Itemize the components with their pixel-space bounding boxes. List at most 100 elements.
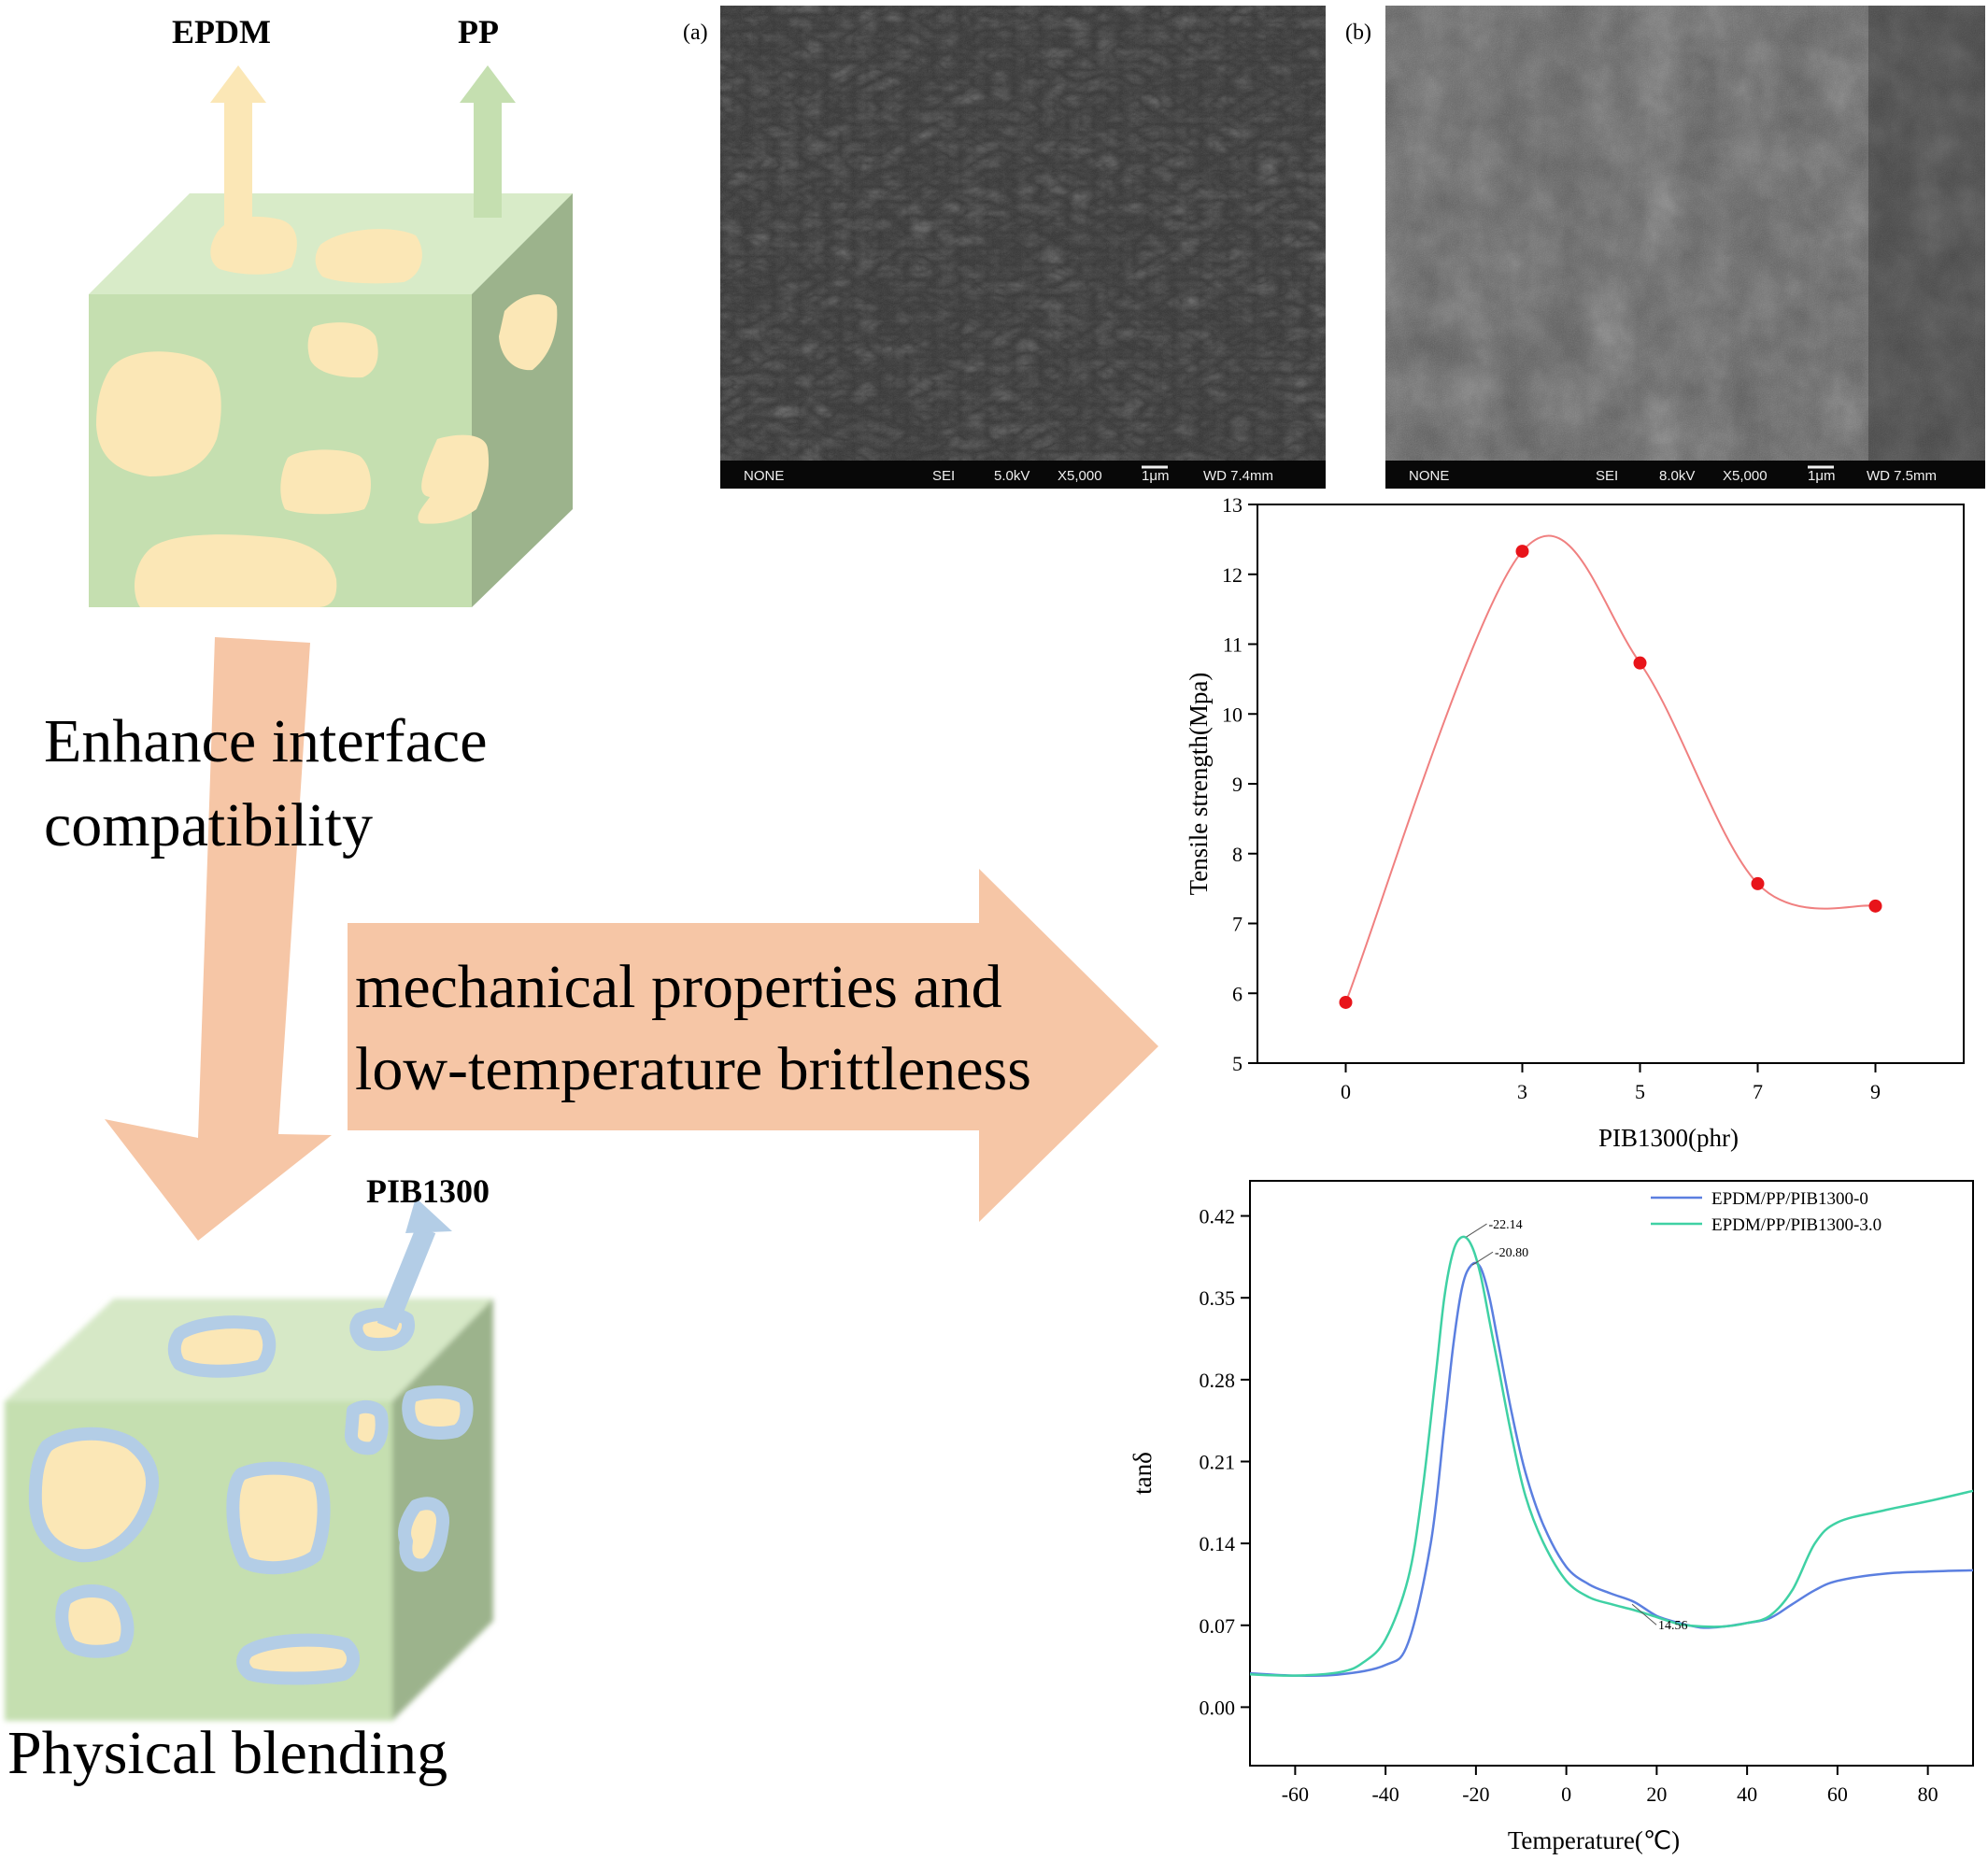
enhance-text-line1: Enhance interface	[44, 707, 488, 775]
x-tick-label: 5	[1635, 1080, 1645, 1103]
chart-frame	[1257, 504, 1965, 1064]
annotation-leader	[1466, 1223, 1487, 1238]
annotation-label: -20.80	[1495, 1246, 1528, 1260]
y-axis-label: Tensile strength(Mpa)	[1185, 673, 1213, 896]
pib-coated-particle	[345, 1399, 389, 1455]
x-tick-label: -40	[1371, 1782, 1399, 1806]
x-tick-label: 80	[1918, 1782, 1938, 1806]
sem-info-bar: NONE SEI 5.0kV X5,000 1μm WD 7.4mm	[720, 461, 1326, 489]
sem-scale: 1μm	[1808, 468, 1835, 484]
data-point	[1633, 656, 1647, 670]
sem-magnification: X5,000	[1723, 468, 1768, 484]
epdm-particle	[280, 449, 371, 515]
sem-detector: SEI	[932, 468, 955, 484]
annotation-leader	[1471, 1251, 1494, 1266]
pib-coated-particle	[398, 1497, 449, 1572]
pib-coated-particle	[167, 1315, 277, 1378]
annotation-leader	[1631, 1603, 1657, 1626]
y-tick-label: 7	[1232, 913, 1242, 936]
legend-label: EPDM/PP/PIB1300-3.0	[1711, 1215, 1882, 1235]
label-pib1300: PIB1300	[366, 1172, 490, 1210]
annotation-label: 14.56	[1658, 1619, 1688, 1633]
x-axis-label: Temperature(℃)	[1508, 1826, 1680, 1854]
x-tick-label: 40	[1737, 1782, 1757, 1806]
label-epdm: EPDM	[172, 13, 271, 50]
sem-panel-label: (a)	[683, 21, 708, 45]
pib-coated-particle	[236, 1633, 360, 1685]
epdm-particle	[499, 294, 558, 371]
epdm-particle	[418, 434, 490, 524]
tensile-curve	[1344, 534, 1876, 1003]
y-tick-label: 5	[1232, 1052, 1242, 1075]
y-tick-label: 0.35	[1200, 1286, 1236, 1310]
sem-panel-label: (b)	[1345, 21, 1371, 45]
y-tick-label: 0.42	[1200, 1205, 1236, 1228]
pib-pointer-arrow	[376, 1198, 452, 1331]
pp-pointer-arrow	[460, 65, 516, 218]
y-tick-label: 12	[1222, 563, 1242, 587]
sem-mode: NONE	[744, 468, 784, 484]
y-tick-label: 9	[1232, 773, 1242, 796]
x-tick-label: 3	[1517, 1080, 1527, 1103]
data-point	[1515, 545, 1529, 559]
x-tick-label: 0	[1561, 1782, 1571, 1806]
sem-image-b: (b) NONE SEI 8.0kV X5,000 1μm WD 7.5mm	[1345, 6, 1985, 489]
x-tick-label: -20	[1462, 1782, 1489, 1806]
x-tick-label: 9	[1870, 1080, 1881, 1103]
y-tick-label: 0.14	[1200, 1532, 1236, 1555]
pib-coated-particles	[28, 1307, 474, 1685]
epdm-particle	[307, 322, 378, 378]
sem-detector: SEI	[1596, 468, 1618, 484]
y-tick-label: 6	[1232, 982, 1242, 1005]
y-tick-label: 13	[1222, 493, 1242, 517]
sem-image-a: (a) NONE SEI 5.0kV X5,000 1μm WD 7.4mm	[683, 6, 1326, 489]
legend: EPDM/PP/PIB1300-0 EPDM/PP/PIB1300-3.0	[1651, 1189, 1882, 1235]
physical-blending-text: Physical blending	[7, 1719, 447, 1787]
tan-delta-chart: 0.00 0.07 0.14 0.21 0.28 0.35 0.42 -60 -40 -20 0 2…	[1129, 1180, 1974, 1854]
data-point	[1868, 899, 1882, 913]
y-tick-label: 11	[1223, 633, 1242, 657]
epdm-particle	[315, 229, 422, 284]
data-point	[1339, 995, 1353, 1009]
sem-scale: 1μm	[1142, 468, 1169, 484]
series-line	[1249, 1235, 1974, 1677]
pib-coated-particle	[55, 1584, 135, 1658]
cube-epdm-pp: EPDM PP	[89, 13, 573, 607]
y-tick-label: 0.21	[1200, 1450, 1236, 1473]
sem-magnification: X5,000	[1058, 468, 1102, 484]
x-tick-label: 60	[1827, 1782, 1848, 1806]
pib-coated-particle	[402, 1385, 474, 1440]
chart-frame	[1249, 1180, 1974, 1767]
pib-coated-particle	[226, 1461, 331, 1575]
sem-working-distance: WD 7.5mm	[1867, 468, 1937, 484]
x-tick-label: 20	[1646, 1782, 1667, 1806]
y-axis-label: tanδ	[1129, 1452, 1157, 1495]
epdm-particle	[96, 351, 221, 476]
sem-info-bar: NONE SEI 8.0kV X5,000 1μm WD 7.5mm	[1385, 461, 1985, 489]
sem-mode: NONE	[1409, 468, 1449, 484]
down-process-arrow	[105, 637, 332, 1241]
sem-working-distance: WD 7.4mm	[1203, 468, 1273, 484]
enhance-text-line2: compatibility	[44, 791, 373, 859]
x-tick-label: -60	[1282, 1782, 1309, 1806]
y-tick-label: 0.07	[1200, 1614, 1236, 1638]
data-point	[1751, 876, 1765, 890]
x-axis-label: PIB1300(phr)	[1598, 1124, 1739, 1152]
x-tick-label: 0	[1341, 1080, 1351, 1103]
pib-coated-particle	[28, 1427, 160, 1563]
y-tick-label: 0.28	[1200, 1369, 1236, 1392]
y-tick-label: 8	[1232, 843, 1242, 866]
right-process-arrow	[348, 869, 1158, 1222]
series-line	[1249, 1261, 1974, 1678]
epdm-pointer-arrow	[210, 65, 266, 250]
legend-label: EPDM/PP/PIB1300-0	[1711, 1189, 1868, 1209]
mechanical-text-line2: low-temperature brittleness	[355, 1035, 1031, 1103]
annotation-label: -22.14	[1489, 1218, 1523, 1232]
sem-voltage: 8.0kV	[1659, 468, 1695, 484]
tensile-strength-chart: 5 6 7 8 9 10 11 12 13 0 3 5 7 9 PIB1300(phr) Tensile…	[1185, 493, 1965, 1152]
sem-voltage: 5.0kV	[994, 468, 1030, 484]
epdm-particle	[135, 534, 337, 607]
y-tick-label: 10	[1222, 703, 1242, 726]
